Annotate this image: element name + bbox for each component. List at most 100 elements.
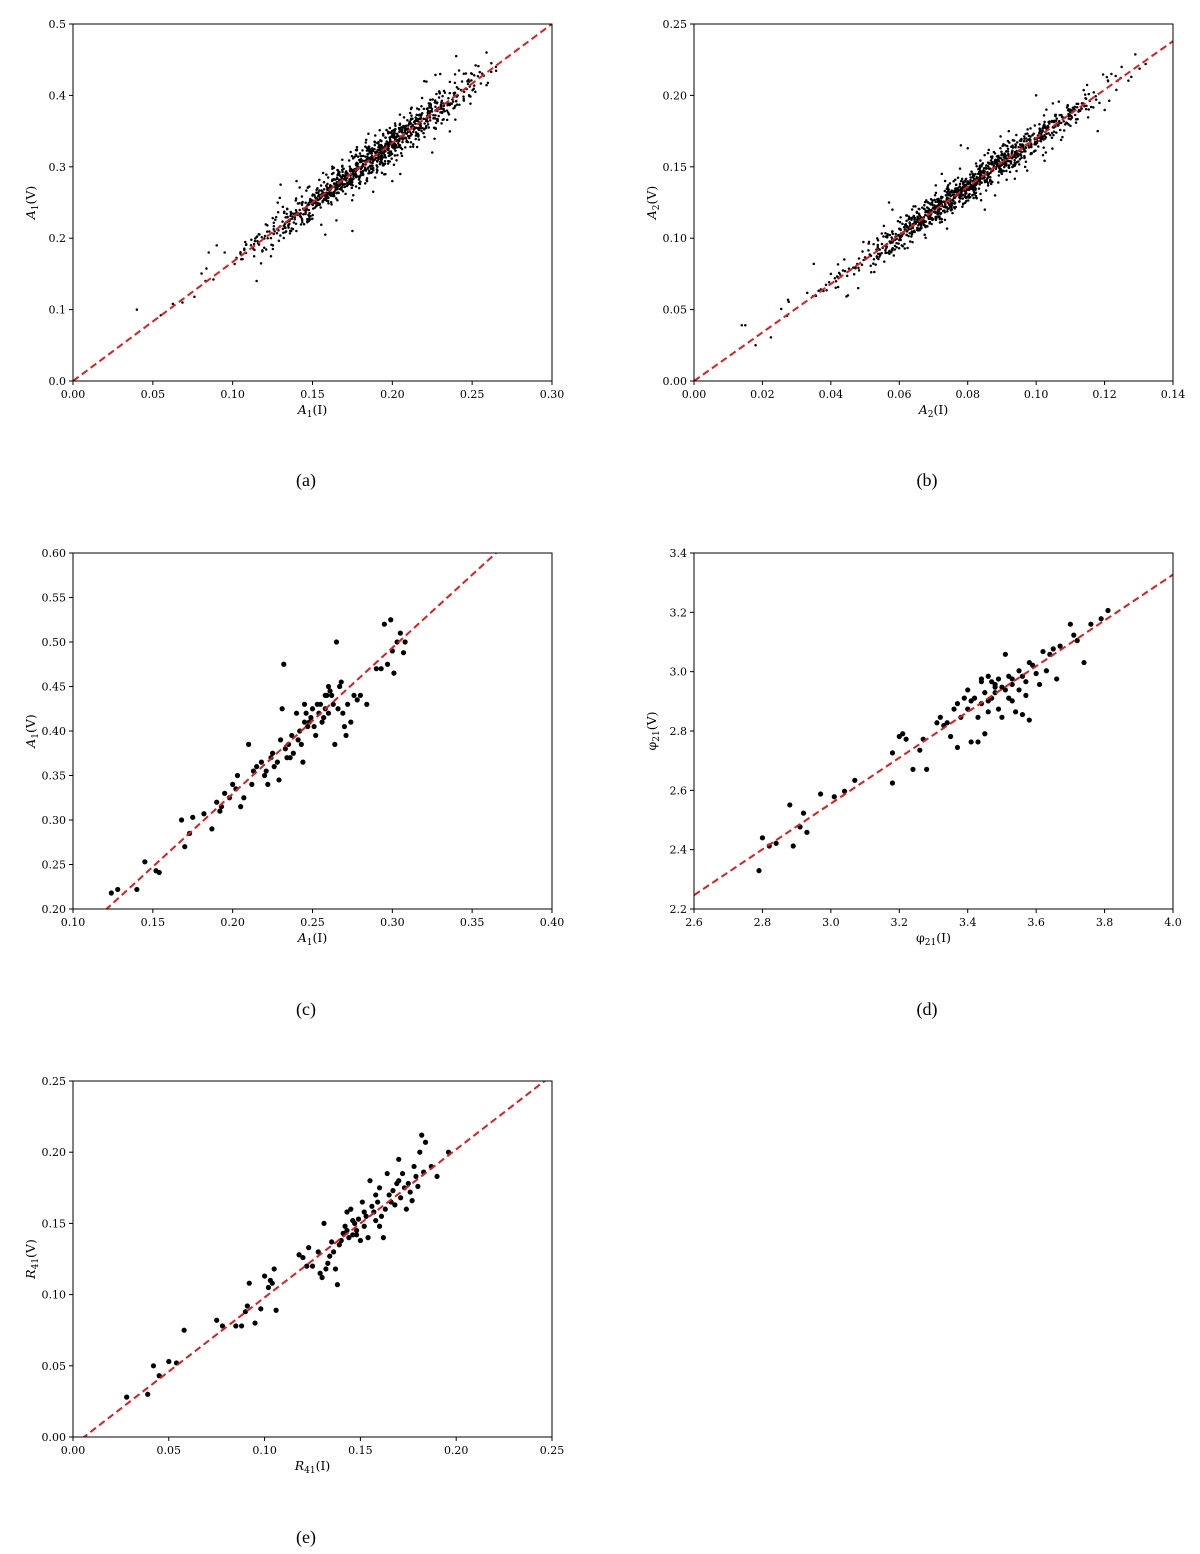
data-point — [347, 182, 350, 185]
data-point — [357, 186, 361, 190]
data-point — [1089, 105, 1093, 109]
data-point — [1054, 114, 1057, 118]
x-tick-label: 0.25 — [540, 1444, 565, 1457]
data-point — [843, 258, 846, 261]
data-point — [445, 118, 449, 122]
data-point — [433, 99, 437, 102]
data-point — [363, 1213, 369, 1219]
data-point — [346, 184, 349, 187]
data-point — [934, 215, 937, 219]
data-point — [908, 231, 912, 235]
data-point — [1062, 129, 1066, 132]
data-point — [298, 186, 301, 189]
axes-frame — [72, 1080, 553, 1438]
data-point — [968, 739, 974, 745]
data-point — [965, 192, 968, 195]
data-point — [1033, 670, 1039, 677]
data-point — [440, 101, 443, 104]
data-point — [373, 150, 377, 154]
data-point — [911, 240, 914, 244]
data-point — [395, 132, 399, 135]
data-point — [1005, 178, 1008, 181]
data-point — [1041, 127, 1045, 130]
data-point — [318, 178, 321, 182]
data-point — [403, 126, 406, 129]
data-point — [230, 781, 236, 788]
data-point — [937, 197, 940, 201]
data-point — [490, 62, 493, 65]
data-point — [990, 162, 993, 166]
data-point — [258, 1306, 264, 1312]
x-tick-label: 0.08 — [955, 388, 980, 401]
data-point — [1042, 124, 1045, 127]
data-point — [1004, 144, 1007, 147]
data-point — [292, 212, 295, 216]
data-point — [1014, 152, 1017, 156]
data-point — [445, 109, 449, 112]
data-point — [398, 128, 401, 131]
data-point — [961, 205, 964, 209]
x-tick-label: 0.20 — [220, 916, 245, 929]
data-point — [1106, 80, 1110, 83]
y-tick-label: 0.15 — [42, 1217, 67, 1230]
data-point — [1036, 681, 1043, 688]
data-point — [357, 692, 363, 699]
data-point — [405, 132, 409, 135]
x-tick-label: 0.25 — [300, 916, 325, 929]
data-point — [298, 208, 301, 212]
data-point — [373, 1217, 379, 1224]
data-point — [1014, 143, 1018, 147]
data-point — [214, 799, 220, 805]
data-point — [353, 1232, 360, 1238]
data-point — [920, 226, 923, 230]
data-point — [464, 72, 468, 75]
data-point — [466, 80, 469, 83]
data-point — [265, 1284, 272, 1291]
data-point — [933, 198, 936, 202]
data-point — [1054, 676, 1060, 682]
data-point — [1074, 121, 1078, 124]
data-point — [328, 193, 332, 197]
data-point — [385, 128, 388, 132]
data-point — [1088, 621, 1094, 627]
data-point — [985, 709, 991, 715]
data-point — [965, 687, 971, 693]
data-point — [978, 169, 982, 173]
data-point — [836, 263, 840, 266]
data-point — [933, 194, 937, 197]
data-point — [383, 144, 387, 147]
data-point — [342, 167, 345, 171]
data-point — [361, 149, 364, 152]
data-point — [851, 266, 855, 269]
data-point — [254, 237, 257, 240]
data-point — [329, 692, 335, 699]
data-point — [991, 180, 994, 184]
plot-area — [82, 1081, 547, 1437]
data-point — [1007, 166, 1011, 169]
data-point — [350, 186, 354, 190]
data-point — [348, 178, 351, 181]
data-point — [895, 241, 898, 245]
data-point — [349, 183, 353, 186]
data-point — [375, 171, 379, 174]
data-point — [356, 155, 360, 158]
data-point — [359, 180, 362, 183]
data-point — [326, 188, 329, 192]
data-point — [431, 151, 434, 154]
data-point — [1022, 135, 1026, 138]
data-point — [252, 1320, 258, 1326]
data-point — [926, 209, 929, 213]
data-point — [1050, 120, 1054, 124]
data-point — [846, 294, 850, 297]
data-point — [906, 246, 909, 250]
data-point — [358, 152, 362, 155]
data-point — [381, 151, 385, 154]
data-point — [972, 173, 976, 177]
data-point — [995, 706, 1002, 712]
data-point — [357, 1237, 363, 1244]
data-point — [417, 1149, 423, 1155]
data-point — [1144, 62, 1147, 66]
data-point — [415, 132, 418, 136]
data-point — [315, 204, 318, 208]
data-point — [923, 207, 926, 211]
